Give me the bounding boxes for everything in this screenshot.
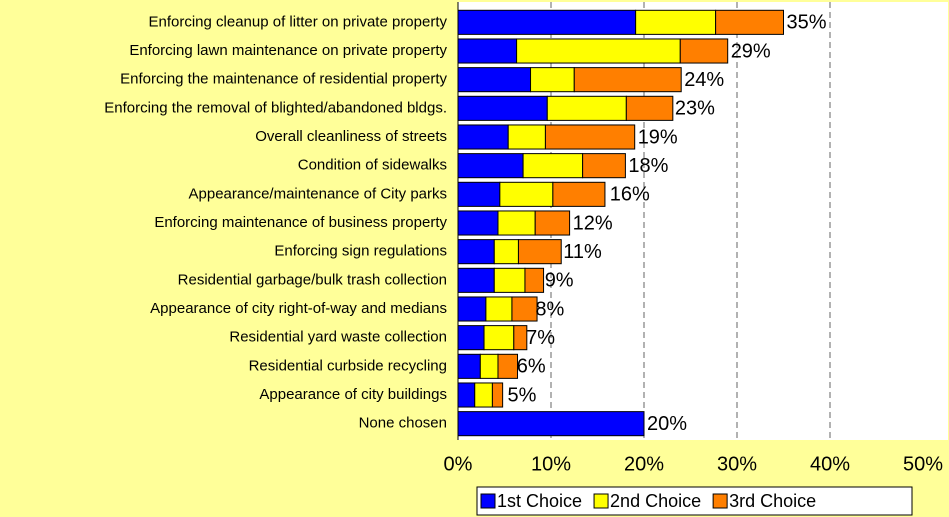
x-tick-label: 50%	[903, 453, 943, 475]
category-label: Enforcing the removal of blighted/abando…	[104, 99, 447, 116]
bar-segment	[546, 95, 627, 121]
bar-segment	[544, 124, 636, 150]
bar-segment	[457, 181, 501, 207]
bar-segment	[499, 181, 554, 207]
legend-label: 2nd Choice	[610, 491, 701, 511]
bar-segment	[635, 9, 717, 35]
bar-segment	[457, 124, 509, 150]
total-label: 11%	[563, 241, 602, 263]
total-label: 7%	[526, 327, 555, 349]
x-tick-label: 20%	[624, 453, 664, 475]
legend	[476, 486, 913, 516]
bar-segment	[485, 296, 513, 322]
total-label: 35%	[787, 12, 827, 34]
total-label: 18%	[628, 155, 668, 177]
legend-swatch	[593, 493, 609, 509]
bar-segment	[679, 38, 729, 64]
bar-segment	[457, 9, 637, 35]
total-label: 16%	[610, 184, 650, 206]
bar-segment	[497, 353, 519, 379]
category-label: Enforcing cleanup of litter on private p…	[149, 13, 448, 30]
category-label: Enforcing maintenance of business proper…	[154, 214, 447, 231]
bar-segment	[457, 210, 499, 236]
legend-swatch	[480, 493, 496, 509]
bar-segment	[530, 67, 575, 93]
bar-segment	[522, 153, 584, 179]
bar-segment	[507, 124, 546, 150]
bar-segment	[457, 325, 485, 351]
bar-segment	[491, 382, 504, 408]
category-label: Enforcing sign regulations	[274, 243, 447, 260]
bar-segment	[457, 296, 487, 322]
bar-segment	[457, 411, 645, 437]
bar-segment	[457, 239, 495, 265]
total-label: 29%	[731, 40, 771, 62]
category-label: Appearance of city right-of-way and medi…	[150, 300, 447, 317]
bar-segment	[517, 239, 562, 265]
total-label: 8%	[535, 298, 564, 320]
legend-label: 3rd Choice	[729, 491, 816, 511]
bar-segment	[516, 38, 681, 64]
bar-segment	[457, 67, 532, 93]
total-label: 23%	[675, 98, 715, 120]
bar-segment	[511, 296, 538, 322]
category-label: None chosen	[359, 415, 447, 432]
legend-label: 1st Choice	[497, 491, 582, 511]
bar-segment	[552, 181, 606, 207]
total-label: 12%	[573, 212, 613, 234]
bar-segment	[625, 95, 674, 121]
total-label: 24%	[684, 69, 724, 91]
bar-segment	[483, 325, 515, 351]
bar-segment	[582, 153, 626, 179]
total-label: 5%	[508, 384, 537, 406]
category-label: Residential curbside recycling	[249, 357, 447, 374]
category-label: Overall cleanliness of streets	[255, 128, 447, 145]
bar-segment	[457, 95, 548, 121]
x-tick-label: 30%	[717, 453, 757, 475]
total-label: 19%	[638, 126, 678, 148]
total-label: 9%	[545, 270, 574, 292]
total-label: 20%	[647, 413, 687, 435]
category-label: Enforcing the maintenance of residential…	[120, 71, 447, 88]
bar-segment	[573, 67, 682, 93]
category-label: Appearance/maintenance of City parks	[189, 185, 447, 202]
bar-segment	[479, 353, 499, 379]
legend-swatch	[712, 493, 728, 509]
category-label: Enforcing lawn maintenance on private pr…	[129, 42, 447, 59]
bar-segment	[474, 382, 493, 408]
bar-segment	[457, 353, 481, 379]
category-label: Condition of sidewalks	[298, 157, 447, 174]
bar-segment	[457, 382, 476, 408]
x-tick-label: 40%	[810, 453, 850, 475]
bar-segment	[497, 210, 536, 236]
bar-segment	[715, 9, 784, 35]
bar-segment	[457, 153, 524, 179]
bar-segment	[513, 325, 528, 351]
x-tick-label: 10%	[531, 453, 571, 475]
bar-segment	[457, 267, 495, 293]
x-tick-label: 0%	[444, 453, 473, 475]
bar-segment	[534, 210, 571, 236]
bar-segment	[493, 267, 526, 293]
category-label: Appearance of city buildings	[259, 386, 447, 403]
category-label: Residential garbage/bulk trash collectio…	[178, 271, 447, 288]
bar-segment	[524, 267, 545, 293]
bar-segment	[493, 239, 519, 265]
total-label: 6%	[517, 356, 546, 378]
category-label: Residential yard waste collection	[229, 329, 447, 346]
bar-segment	[457, 38, 518, 64]
